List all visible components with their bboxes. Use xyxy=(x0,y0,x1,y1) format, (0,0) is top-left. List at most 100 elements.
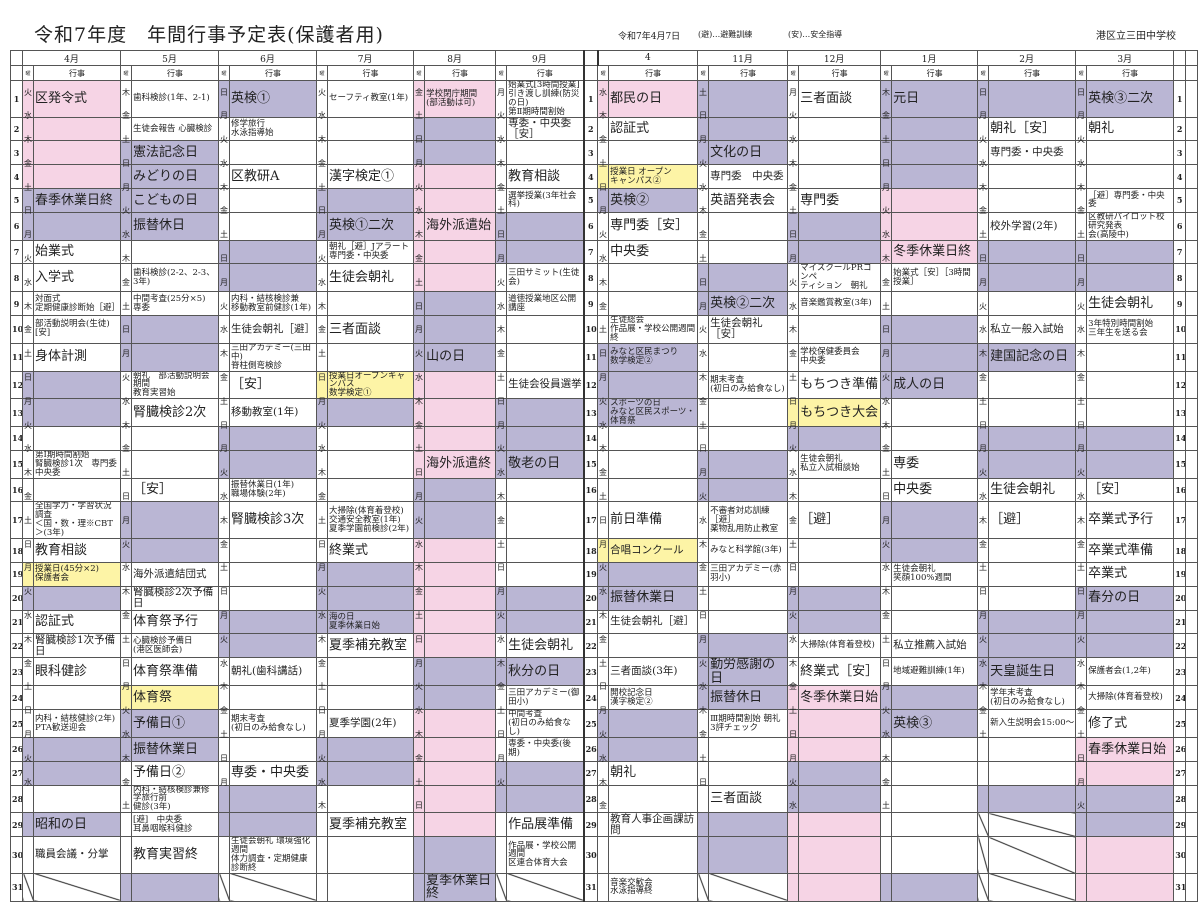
weekday-cell xyxy=(495,836,508,874)
weekday-cell xyxy=(697,760,710,786)
blank-cell xyxy=(1185,657,1199,687)
day-number: 12 xyxy=(10,370,23,400)
weekday-cell xyxy=(218,291,231,316)
weekday-cell xyxy=(1075,398,1088,428)
event-cell xyxy=(506,585,585,611)
weekday-cell xyxy=(880,760,893,786)
event-cell xyxy=(131,315,220,344)
weekday-cell xyxy=(787,370,800,400)
weekday-header: 曜 xyxy=(495,65,508,81)
weekday-cell xyxy=(218,760,231,786)
weekday-cell xyxy=(597,538,610,563)
weekday-cell xyxy=(597,561,610,587)
event-cell: 腎臓検診2次予備日 xyxy=(131,585,220,611)
event-cell: 冬季休業日終 xyxy=(891,239,979,265)
weekday-cell xyxy=(597,315,610,344)
weekday-cell xyxy=(697,263,710,293)
event-header: 行事 xyxy=(708,65,789,81)
weekday-header: 曜 xyxy=(120,65,133,81)
weekday-cell xyxy=(787,80,800,118)
weekday-cell xyxy=(120,116,133,142)
weekday-cell xyxy=(787,538,800,563)
weekday-cell xyxy=(977,760,990,786)
month-header: 11月 xyxy=(697,50,789,66)
weekday-cell xyxy=(413,449,426,479)
event-cell xyxy=(424,140,497,166)
event-cell xyxy=(1086,609,1175,635)
event-cell: 全国学力・学習状況調査 ＜国・数・理※CBT＞(3年) xyxy=(32,501,122,540)
event-cell xyxy=(988,784,1077,814)
event-cell: 学年末考査 (初日のみ給食なし) xyxy=(988,685,1077,711)
day-number: 23 xyxy=(1173,657,1187,687)
event-cell xyxy=(798,585,882,611)
month-header: 12月 xyxy=(787,50,882,66)
day-number: 15 xyxy=(582,449,599,479)
event-cell: みなと科学館(3年) xyxy=(708,538,789,563)
event-cell: ［安］ xyxy=(229,370,318,400)
weekday-cell xyxy=(880,609,893,635)
day-row: 12 朝礼 部活動説明会期間 教育実習始 ［安］ 授業日オープンキャンパス 数学検定①… xyxy=(10,370,1199,400)
weekday-cell xyxy=(218,426,231,451)
event-cell: Ⅲ期時間割始 朝礼 3評チェック xyxy=(708,709,789,738)
month-header: 2月 xyxy=(977,50,1077,66)
weekday-cell xyxy=(316,116,329,142)
day-row: 24 体育祭 三田アカデミー(御田小) 24 開校記念日 漢字検定② 振替休日 冬季休業日始… xyxy=(10,685,1199,711)
blank-cell xyxy=(1185,398,1199,428)
weekday-cell xyxy=(22,784,34,814)
day-number: 17 xyxy=(582,501,599,540)
weekday-cell xyxy=(495,685,508,711)
month-header: 7月 xyxy=(316,50,415,66)
event-cell xyxy=(424,685,497,711)
weekday-cell xyxy=(880,685,893,711)
weekday-cell xyxy=(495,449,508,479)
event-cell xyxy=(708,342,789,372)
event-cell xyxy=(327,736,415,762)
day-number: 21 xyxy=(10,609,23,635)
month-header: 5月 xyxy=(120,50,220,66)
weekday-cell xyxy=(22,263,34,293)
event-cell xyxy=(1086,426,1175,451)
weekday-cell xyxy=(413,398,426,428)
weekday-cell xyxy=(22,211,34,241)
weekday-cell xyxy=(316,342,329,372)
day-number: 26 xyxy=(10,736,23,762)
weekday-cell xyxy=(880,538,893,563)
event-cell: 三田アカデミー(赤羽小) xyxy=(708,561,789,587)
day-number: 6 xyxy=(1173,211,1187,241)
event-cell: 朝礼［安］ xyxy=(988,116,1077,142)
weekday-cell xyxy=(120,239,133,265)
day-number: 13 xyxy=(582,398,599,428)
event-cell xyxy=(229,685,318,711)
event-cell: 専門委 xyxy=(798,188,882,213)
weekday-cell xyxy=(977,585,990,611)
weekday-cell xyxy=(1075,784,1088,814)
weekday-cell xyxy=(218,211,231,241)
event-cell xyxy=(608,784,699,814)
event-cell xyxy=(891,116,979,142)
weekday-cell xyxy=(977,709,990,738)
day-row: 19 授業日(45分×2) 保護者会 海外派遣結団式 19 三田アカデミー(赤羽小) 生徒… xyxy=(10,561,1199,587)
event-cell: 生徒会朝礼［避］ xyxy=(229,315,318,344)
weekday-cell xyxy=(120,211,133,241)
day-number: 25 xyxy=(1173,709,1187,738)
day-number: 15 xyxy=(1173,449,1187,479)
event-cell: ［避］専門委・中央委 xyxy=(1086,188,1175,213)
weekday-cell xyxy=(413,370,426,400)
event-cell xyxy=(327,398,415,428)
weekday-cell xyxy=(597,188,610,213)
day-row: 10 部活動説明会(生徒) [安] 生徒会朝礼［避］ 三者面談 10 生徒総会 作品展・学… xyxy=(10,315,1199,344)
weekday-cell xyxy=(597,477,610,503)
event-cell: 内科・結核検診兼修学旅行前 健診(3年) xyxy=(131,784,220,814)
event-cell xyxy=(891,585,979,611)
event-cell: 期末考査 (初日のみ給食なし) xyxy=(229,709,318,738)
event-cell: 朝礼 部活動説明会期間 教育実習始 xyxy=(131,370,220,400)
corner-cell xyxy=(1173,50,1187,66)
event-cell xyxy=(506,342,585,372)
event-cell: 憲法記念日 xyxy=(131,140,220,166)
school-name: 港区立三田中学校 xyxy=(1096,31,1176,42)
weekday-cell xyxy=(597,164,610,190)
event-cell: 予備日① xyxy=(131,709,220,738)
day-number: 13 xyxy=(10,398,23,428)
weekday-cell xyxy=(120,836,133,874)
event-cell xyxy=(131,501,220,540)
